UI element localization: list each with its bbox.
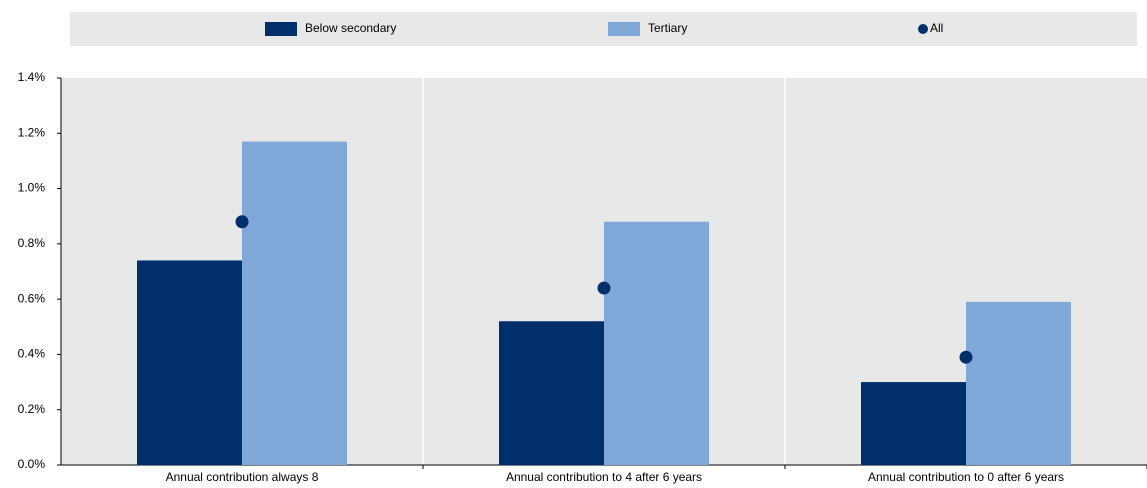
legend-swatch bbox=[918, 24, 928, 34]
legend-label: Below secondary bbox=[305, 21, 396, 35]
dot bbox=[597, 281, 611, 295]
dot bbox=[235, 215, 249, 229]
bar bbox=[966, 301, 1071, 465]
legend-label: All bbox=[930, 21, 943, 35]
bar bbox=[242, 141, 347, 466]
y-tick-label: 1.0% bbox=[18, 181, 46, 195]
legend-swatch bbox=[265, 22, 297, 36]
bar bbox=[604, 221, 709, 465]
bar bbox=[861, 382, 966, 465]
y-tick-label: 0.4% bbox=[18, 347, 46, 361]
bar bbox=[137, 260, 242, 465]
y-tick-label: 0.0% bbox=[18, 457, 46, 471]
x-tick-label: Annual contribution to 0 after 6 years bbox=[868, 470, 1064, 484]
legend-swatch bbox=[608, 22, 640, 36]
x-tick-label: Annual contribution always 8 bbox=[166, 470, 319, 484]
y-tick-label: 1.2% bbox=[18, 125, 46, 139]
y-tick-label: 0.8% bbox=[18, 236, 46, 250]
bar bbox=[499, 321, 604, 465]
dot bbox=[959, 350, 973, 364]
x-tick-label: Annual contribution to 4 after 6 years bbox=[506, 470, 702, 484]
y-tick-label: 0.2% bbox=[18, 402, 46, 416]
y-tick-label: 1.4% bbox=[18, 70, 46, 84]
legend-background bbox=[70, 12, 1137, 46]
legend-label: Tertiary bbox=[648, 21, 687, 35]
y-tick-label: 0.6% bbox=[18, 291, 46, 305]
